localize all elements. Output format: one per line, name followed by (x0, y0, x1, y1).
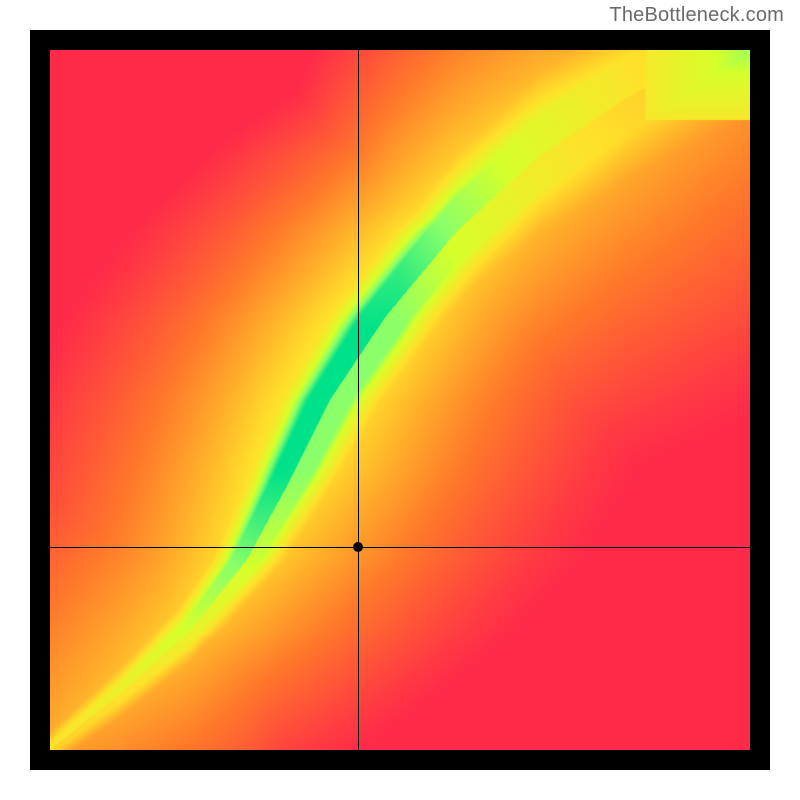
heatmap-canvas (50, 50, 750, 750)
crosshair-horizontal (50, 547, 750, 548)
chart-container: TheBottleneck.com (0, 0, 800, 800)
crosshair-marker (353, 542, 363, 552)
crosshair-vertical (358, 50, 359, 750)
plot-frame (30, 30, 770, 770)
plot-inner (50, 50, 750, 750)
watermark-text: TheBottleneck.com (609, 4, 784, 27)
